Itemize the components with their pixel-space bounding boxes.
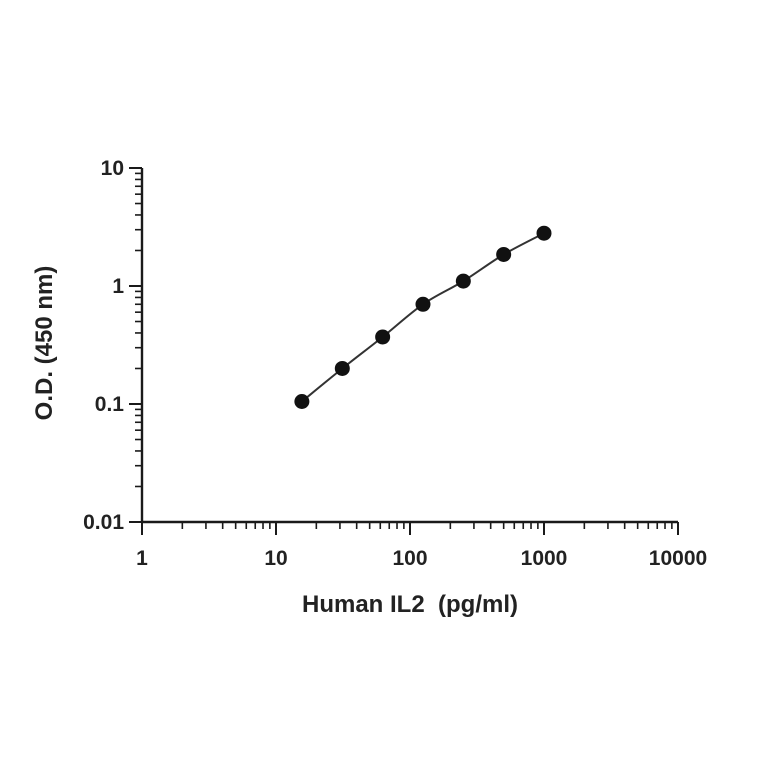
x-tick-label: 100 (392, 547, 427, 570)
x-tick-label: 10000 (649, 547, 707, 570)
y-tick-label: 0.01 (83, 511, 124, 534)
data-points (294, 225, 552, 409)
data-point (455, 273, 471, 289)
y-axis-label: O.D. (450 nm) (31, 266, 58, 421)
data-point (536, 225, 552, 241)
data-point (496, 246, 512, 262)
data-point (375, 329, 391, 345)
tick-labels: 1 10 100 1000 10000 0.01 0.1 1 10 (83, 157, 707, 570)
x-tick-label: 1 (136, 547, 148, 570)
data-point (334, 360, 350, 376)
data-point (294, 393, 310, 409)
y-tick-label: 10 (101, 157, 124, 180)
x-axis-label: Human IL2 (pg/ml) (302, 591, 518, 618)
axes (140, 168, 678, 524)
x-tick-label: 1000 (521, 547, 568, 570)
y-tick-label: 0.1 (95, 393, 125, 416)
axis-ticks (129, 167, 679, 535)
data-point (415, 296, 431, 312)
x-tick-label: 10 (264, 547, 287, 570)
y-tick-label: 1 (112, 275, 124, 298)
